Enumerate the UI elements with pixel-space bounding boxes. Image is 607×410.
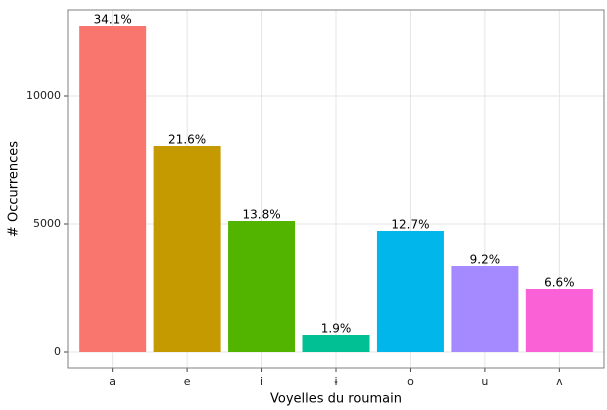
bar-label: 12.7% — [391, 217, 429, 231]
y-axis-title: # Occurrences — [7, 141, 22, 237]
bar-label: 13.8% — [242, 208, 280, 222]
plot-border — [67, 9, 605, 369]
bar-label: 1.9% — [321, 322, 352, 336]
bar — [376, 230, 444, 352]
bar-label: 9.2% — [470, 253, 501, 267]
bar — [525, 288, 593, 352]
x-tick-label: u — [481, 375, 488, 388]
bar — [228, 221, 296, 352]
bar — [302, 335, 370, 352]
x-tick-label: e — [184, 375, 191, 388]
y-tick-label: 5000 — [33, 217, 61, 230]
bar-label: 6.6% — [544, 275, 575, 289]
y-tick-label: 0 — [54, 345, 61, 358]
x-tick-label: ɨ — [334, 375, 337, 388]
x-tick-label: a — [109, 375, 116, 388]
x-tick-label: o — [407, 375, 414, 388]
x-tick-label: i — [260, 375, 263, 388]
bar — [79, 26, 147, 352]
bar-label: 21.6% — [168, 132, 206, 146]
bar — [153, 145, 221, 352]
bar-label: 34.1% — [94, 13, 132, 27]
x-tick-label: ʌ — [556, 375, 563, 388]
x-axis-title: Voyelles du roumain — [270, 392, 402, 407]
bar — [451, 266, 519, 352]
y-tick-label: 10000 — [26, 89, 61, 102]
